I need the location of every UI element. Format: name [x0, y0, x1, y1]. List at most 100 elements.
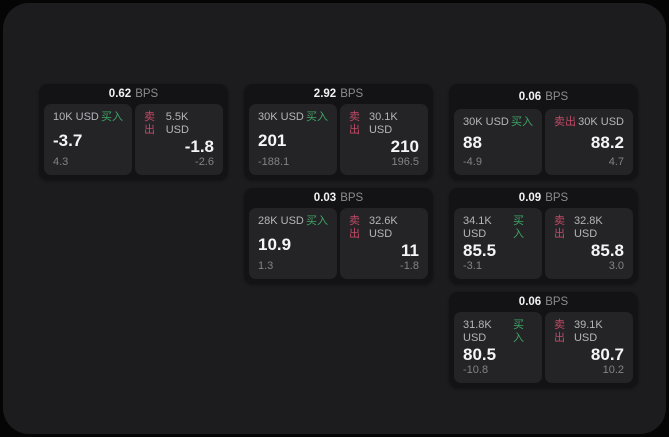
- buy-tile-header: 30K USD 买入: [258, 111, 328, 124]
- quote-card-grid: 0.62 BPS 10K USD 买入 -3.7 4.3 卖出 5.5K USD…: [39, 84, 638, 388]
- spread-header: 0.06 BPS: [449, 84, 638, 109]
- quote-card: 0.06 BPS 30K USD 买入 88 -4.9 卖出 30K USD 8…: [449, 84, 638, 180]
- sell-quote-tile[interactable]: 卖出 5.5K USD -1.8 -2.6: [135, 104, 223, 175]
- buy-delta: 4.3: [53, 156, 69, 168]
- sell-side-label: 卖出: [554, 215, 565, 240]
- spread-value: 0.06: [518, 296, 542, 308]
- buy-price: 85.5: [463, 241, 497, 260]
- spread-unit-label: BPS: [135, 88, 159, 100]
- buy-price: 201: [258, 130, 287, 150]
- sell-size-label: 32.8K USD: [573, 215, 603, 240]
- buy-price: 88: [463, 133, 482, 152]
- buy-quote-tile[interactable]: 28K USD 买入 10.9 1.3: [249, 208, 337, 279]
- sell-price: -1.8: [184, 137, 214, 156]
- spread-header: 0.03 BPS: [244, 188, 433, 208]
- buy-size-label: 30K USD: [463, 116, 509, 128]
- buy-quote-tile[interactable]: 30K USD 买入 88 -4.9: [454, 109, 542, 175]
- quote-card: 0.03 BPS 28K USD 买入 10.9 1.3 卖出 32.6K US…: [244, 188, 433, 284]
- buy-tile-header: 34.1K USD 买入: [463, 215, 533, 241]
- sell-tile-header: 卖出 39.1K USD: [554, 319, 624, 345]
- quote-card-body: 30K USD 买入 88 -4.9 卖出 30K USD 88.2 4.7: [449, 109, 638, 180]
- buy-quote-tile[interactable]: 10K USD 买入 -3.7 4.3: [44, 104, 132, 175]
- buy-side-label: 买入: [513, 215, 525, 240]
- sell-delta: -1.8: [400, 260, 419, 272]
- buy-price: 10.9: [258, 234, 292, 254]
- spread-value: 0.09: [518, 192, 542, 204]
- buy-side-label: 买入: [513, 319, 525, 344]
- buy-delta: -188.1: [258, 156, 290, 168]
- sell-delta: 10.2: [602, 364, 624, 376]
- sell-quote-tile[interactable]: 卖出 39.1K USD 80.7 10.2: [545, 312, 633, 383]
- quote-card-body: 30K USD 买入 201 -188.1 卖出 30.1K USD 210 1…: [244, 104, 433, 180]
- quote-card-body: 10K USD 买入 -3.7 4.3 卖出 5.5K USD -1.8 -2.…: [39, 104, 228, 180]
- sell-size-label: 30K USD: [578, 116, 624, 128]
- quote-card: 0.62 BPS 10K USD 买入 -3.7 4.3 卖出 5.5K USD…: [39, 84, 228, 180]
- buy-side-label: 买入: [511, 116, 533, 128]
- quote-card-body: 34.1K USD 买入 85.5 -3.1 卖出 32.8K USD 85.8…: [449, 208, 638, 284]
- sell-price: 88.2: [590, 133, 624, 152]
- sell-tile-header: 卖出 5.5K USD: [144, 111, 214, 137]
- buy-tile-header: 30K USD 买入: [463, 116, 533, 129]
- buy-tile-header: 28K USD 买入: [258, 215, 328, 228]
- spread-unit-label: BPS: [340, 88, 364, 100]
- buy-size-label: 31.8K USD: [463, 319, 492, 344]
- spread-unit-label: BPS: [545, 192, 569, 204]
- buy-delta: 1.3: [258, 260, 274, 272]
- buy-size-label: 28K USD: [258, 215, 304, 227]
- buy-delta: -4.9: [463, 156, 482, 168]
- sell-tile-header: 卖出 30K USD: [554, 116, 624, 129]
- sell-quote-tile[interactable]: 卖出 32.8K USD 85.8 3.0: [545, 208, 633, 279]
- sell-size-label: 39.1K USD: [573, 319, 603, 344]
- spread-unit-label: BPS: [340, 192, 364, 204]
- spread-value: 0.62: [108, 88, 132, 100]
- sell-delta: 4.7: [608, 156, 624, 168]
- buy-tile-header: 10K USD 买入: [53, 111, 123, 124]
- sell-side-label: 卖出: [554, 319, 565, 344]
- sell-side-label: 卖出: [349, 111, 360, 136]
- sell-size-label: 30.1K USD: [368, 111, 398, 136]
- spread-value: 0.06: [518, 90, 542, 103]
- sell-quote-tile[interactable]: 卖出 30K USD 88.2 4.7: [545, 109, 633, 175]
- quote-card: 2.92 BPS 30K USD 买入 201 -188.1 卖出 30.1K …: [244, 84, 433, 180]
- spread-header: 2.92 BPS: [244, 84, 433, 104]
- buy-tile-header: 31.8K USD 买入: [463, 319, 533, 345]
- buy-size-label: 30K USD: [258, 111, 304, 123]
- spread-header: 0.09 BPS: [449, 188, 638, 208]
- buy-quote-tile[interactable]: 34.1K USD 买入 85.5 -3.1: [454, 208, 542, 279]
- sell-delta: -2.6: [195, 156, 214, 168]
- buy-size-label: 10K USD: [53, 111, 99, 123]
- quote-card: 0.06 BPS 31.8K USD 买入 80.5 -10.8 卖出 39.1…: [449, 292, 638, 388]
- buy-quote-tile[interactable]: 30K USD 买入 201 -188.1: [249, 104, 337, 175]
- sell-side-label: 卖出: [554, 116, 576, 128]
- sell-quote-tile[interactable]: 卖出 32.6K USD 11 -1.8: [340, 208, 428, 279]
- buy-price: 80.5: [463, 345, 497, 364]
- sell-price: 210: [390, 137, 419, 156]
- quote-card-body: 28K USD 买入 10.9 1.3 卖出 32.6K USD 11 -1.8: [244, 208, 433, 284]
- sell-delta: 196.5: [391, 156, 419, 168]
- spread-header: 0.62 BPS: [39, 84, 228, 104]
- sell-quote-tile[interactable]: 卖出 30.1K USD 210 196.5: [340, 104, 428, 175]
- buy-quote-tile[interactable]: 31.8K USD 买入 80.5 -10.8: [454, 312, 542, 383]
- sell-tile-header: 卖出 30.1K USD: [349, 111, 419, 137]
- buy-delta: -3.1: [463, 260, 482, 272]
- buy-price: -3.7: [53, 130, 83, 150]
- buy-side-label: 买入: [306, 215, 328, 227]
- sell-size-label: 5.5K USD: [165, 111, 189, 136]
- app-surface: 0.62 BPS 10K USD 买入 -3.7 4.3 卖出 5.5K USD…: [3, 3, 666, 434]
- sell-tile-header: 卖出 32.6K USD: [349, 215, 419, 241]
- sell-price: 80.7: [590, 345, 624, 364]
- quote-card: 0.09 BPS 34.1K USD 买入 85.5 -3.1 卖出 32.8K…: [449, 188, 638, 284]
- sell-tile-header: 卖出 32.8K USD: [554, 215, 624, 241]
- sell-price: 85.8: [590, 241, 624, 260]
- spread-value: 2.92: [313, 88, 337, 100]
- sell-size-label: 32.6K USD: [368, 215, 398, 240]
- spread-header: 0.06 BPS: [449, 292, 638, 312]
- spread-value: 0.03: [313, 192, 337, 204]
- buy-size-label: 34.1K USD: [463, 215, 492, 240]
- spread-unit-label: BPS: [545, 90, 569, 103]
- sell-price: 11: [401, 241, 419, 260]
- sell-side-label: 卖出: [349, 215, 360, 240]
- buy-delta: -10.8: [463, 364, 489, 376]
- buy-side-label: 买入: [101, 111, 123, 123]
- quote-card-body: 31.8K USD 买入 80.5 -10.8 卖出 39.1K USD 80.…: [449, 312, 638, 388]
